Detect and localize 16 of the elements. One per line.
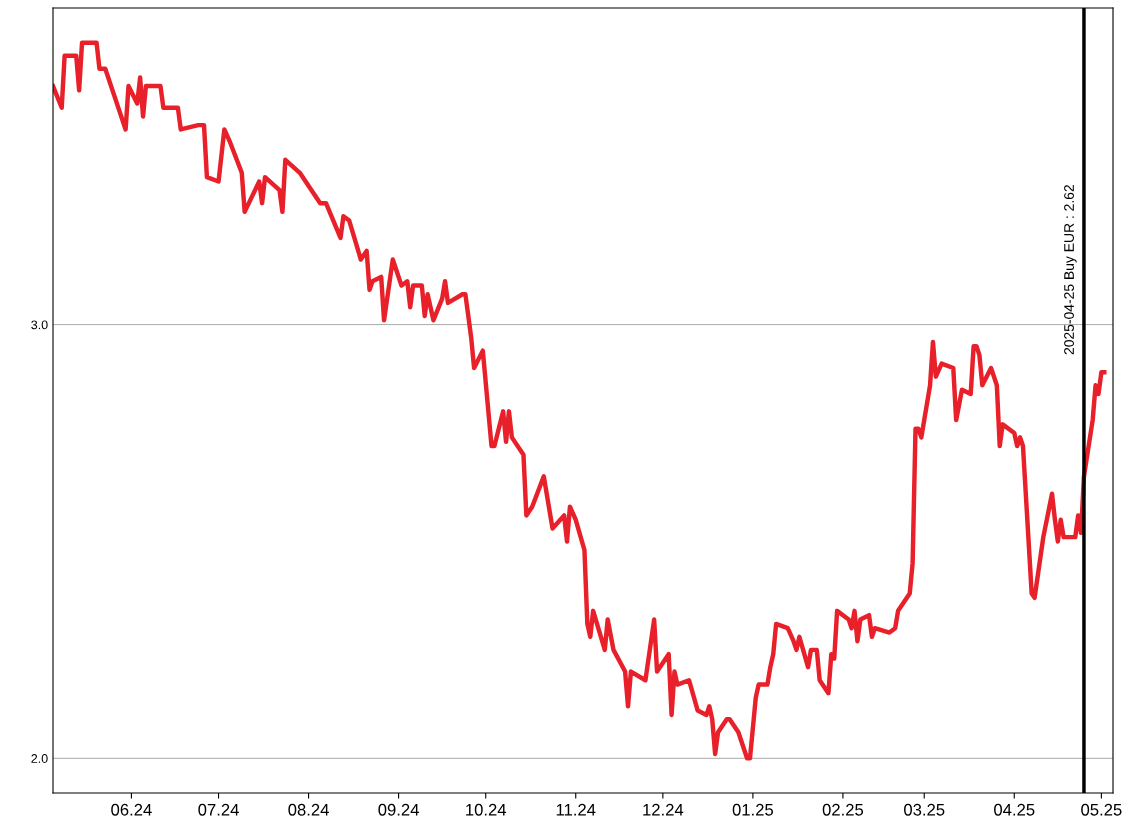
y-tick-label: 2.0 (31, 754, 48, 763)
x-tick-label: 01.25 (732, 803, 774, 816)
x-tick-label: 02.25 (822, 803, 864, 816)
x-tick-label: 06.24 (111, 803, 152, 816)
x-tick-label: 08.24 (288, 803, 329, 816)
line-series (53, 40, 1107, 761)
x-tick-label: 04.25 (994, 803, 1035, 816)
x-tick-label: 09.24 (378, 803, 419, 816)
x-tick-label: 05.25 (1081, 803, 1122, 816)
y-tick-label: 3.0 (31, 320, 48, 330)
x-tick-label: 11.24 (556, 803, 596, 816)
x-tick-label: 07.24 (198, 803, 239, 816)
x-tick-label: 03.25 (904, 803, 945, 816)
x-tick-label: 10.24 (466, 803, 507, 816)
ref-line-label: 2025-04-25 Buy EUR : 2.62 (1064, 185, 1077, 355)
x-tick-label: 12.24 (643, 803, 684, 816)
